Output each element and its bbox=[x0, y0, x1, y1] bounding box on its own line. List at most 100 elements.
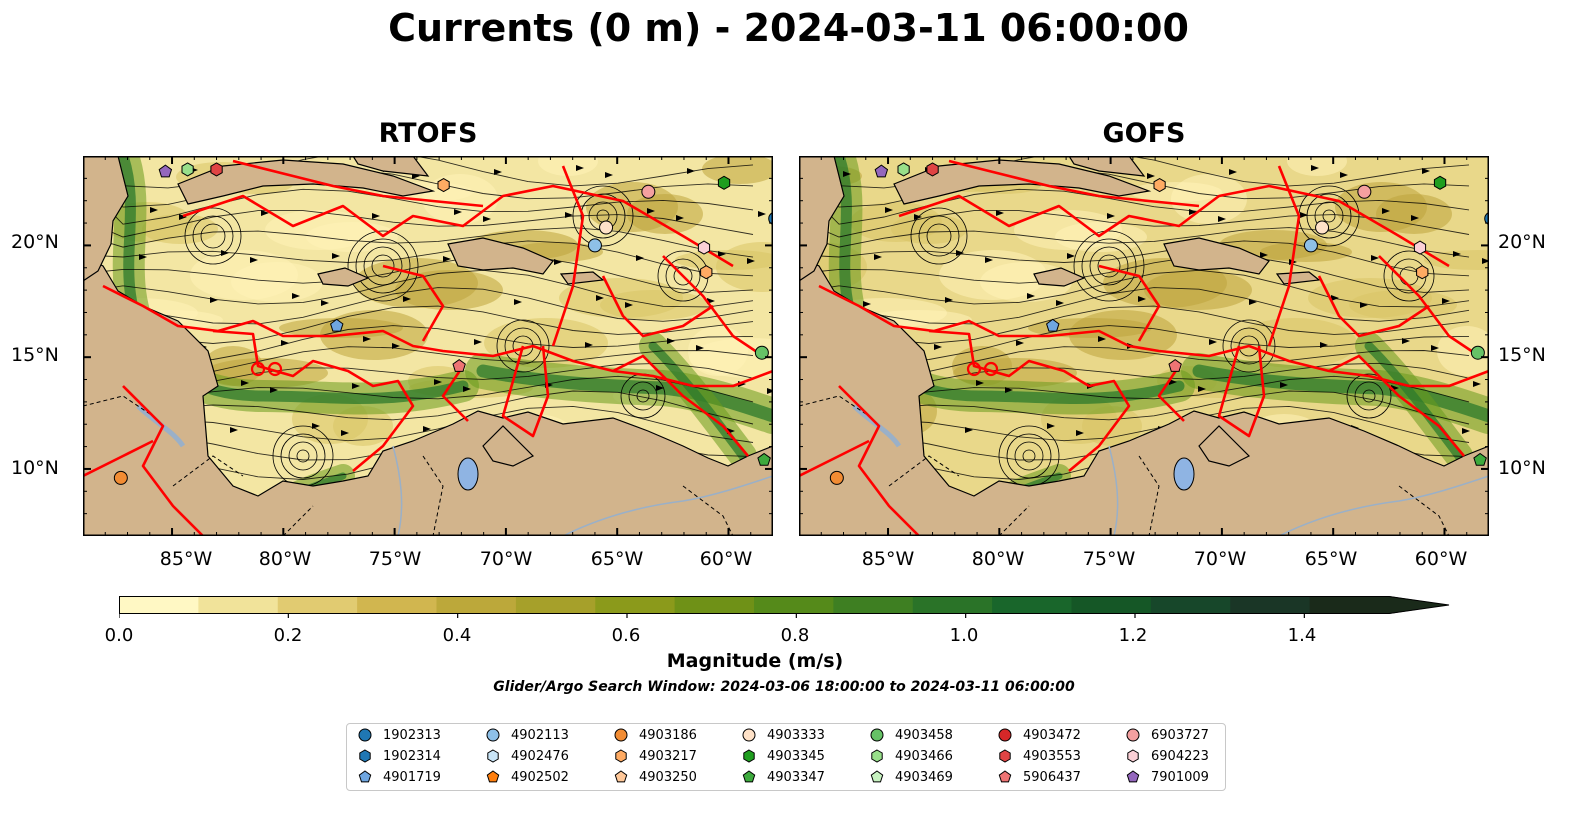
float-marker-4903553 bbox=[926, 162, 939, 177]
streamline bbox=[87, 255, 754, 293]
landmass bbox=[317, 267, 370, 287]
eddy-streamline bbox=[1097, 254, 1121, 278]
flow-arrow bbox=[1147, 173, 1155, 179]
flow-arrow bbox=[1422, 168, 1430, 174]
legend-marker-5906437 bbox=[998, 770, 1012, 783]
landmass bbox=[1068, 156, 1146, 177]
legend-label: 4902113 bbox=[511, 727, 569, 743]
flow-arrow bbox=[1076, 430, 1084, 436]
flow-arrow bbox=[1169, 379, 1177, 385]
flow-arrow bbox=[270, 387, 278, 393]
flow-arrow bbox=[1067, 253, 1075, 259]
eddy-streamline bbox=[636, 389, 650, 403]
legend-marker-icon bbox=[998, 770, 1012, 783]
eez-boundary bbox=[838, 385, 920, 536]
legend-marker-icon bbox=[998, 728, 1012, 742]
float-marker-7901009 bbox=[158, 164, 173, 178]
eez-boundary bbox=[102, 284, 773, 388]
flow-arrow bbox=[718, 251, 726, 257]
legend-marker-4903347 bbox=[742, 770, 756, 783]
flow-arrow bbox=[261, 210, 269, 216]
float-marker-4903333 bbox=[599, 220, 614, 235]
flow-arrow bbox=[403, 296, 411, 302]
map-frame bbox=[799, 156, 1489, 536]
eez-boundary bbox=[232, 159, 484, 208]
eddy-streamline bbox=[1362, 389, 1376, 403]
float-marker-6904223 bbox=[1413, 240, 1427, 255]
lon-tick-label: 80°W bbox=[971, 548, 1025, 570]
legend-entry: 5906437 bbox=[997, 768, 1081, 786]
legend-marker-icon bbox=[358, 728, 372, 742]
speed-patch bbox=[688, 326, 748, 376]
river bbox=[562, 475, 773, 536]
legend-label: 6904223 bbox=[1151, 748, 1209, 764]
speed-patch bbox=[354, 258, 478, 308]
eez-boundary bbox=[928, 329, 1131, 472]
eddy-streamline bbox=[1230, 327, 1268, 365]
flow-arrow bbox=[321, 300, 329, 306]
legend-entry: 4903472 bbox=[997, 726, 1081, 744]
panel-title-gofs: GOFS bbox=[1102, 118, 1186, 149]
legend-marker-4903186 bbox=[614, 728, 628, 742]
flow-arrow bbox=[250, 257, 258, 263]
legend-marker-icon bbox=[742, 728, 756, 742]
legend-label: 4903250 bbox=[639, 769, 697, 785]
legend-marker-icon bbox=[614, 728, 628, 742]
flow-arrow bbox=[1320, 342, 1328, 348]
float-marker-7901009 bbox=[874, 164, 889, 178]
map-panel-rtofs bbox=[83, 156, 773, 536]
panel-title-rtofs: RTOFS bbox=[378, 118, 478, 149]
legend-marker-4903553 bbox=[999, 749, 1011, 763]
eez-boundary bbox=[182, 184, 734, 268]
flow-arrow bbox=[1300, 212, 1308, 218]
float-marker-4903186 bbox=[829, 470, 844, 485]
flow-arrow bbox=[443, 256, 451, 262]
speed-patch bbox=[1308, 278, 1432, 318]
flow-arrow bbox=[914, 214, 922, 220]
eez-boundary bbox=[799, 439, 870, 478]
country-border bbox=[799, 395, 870, 417]
flow-arrow bbox=[554, 259, 562, 265]
legend-label: 4903217 bbox=[639, 748, 697, 764]
legend-label: 4903553 bbox=[1023, 748, 1081, 764]
colorbar-tick-label: 0.4 bbox=[442, 625, 472, 646]
eddy-streamline bbox=[1089, 246, 1129, 286]
flow-arrow bbox=[494, 169, 502, 175]
legend-marker-icon bbox=[742, 770, 756, 783]
flow-arrow bbox=[874, 254, 882, 260]
float-marker-4903347 bbox=[1473, 452, 1487, 466]
legend-label: 4903458 bbox=[895, 727, 953, 743]
flow-arrow bbox=[1107, 213, 1115, 219]
flow-arrow bbox=[139, 254, 147, 260]
flow-arrow bbox=[667, 338, 675, 344]
country-border bbox=[282, 505, 314, 536]
eddy-streamline bbox=[1022, 449, 1036, 463]
lon-tick-label: 65°W bbox=[590, 548, 644, 570]
flow-arrow bbox=[150, 207, 158, 213]
float-marker-5906437 bbox=[1168, 358, 1182, 372]
legend-entry: 4902502 bbox=[485, 768, 569, 786]
flow-arrow bbox=[230, 427, 238, 433]
legend-label: 1902313 bbox=[383, 727, 441, 743]
legend-entry: 4903469 bbox=[869, 768, 953, 786]
eez-boundary bbox=[818, 284, 1489, 388]
streamline bbox=[803, 210, 1470, 238]
float-marker-4903217 bbox=[700, 265, 713, 280]
speed-patch bbox=[1028, 318, 1152, 338]
landmass bbox=[83, 156, 129, 282]
colorbar-segment bbox=[754, 596, 834, 614]
flow-arrow bbox=[863, 301, 871, 307]
eez-boundary bbox=[898, 184, 1450, 268]
legend-marker-icon bbox=[871, 749, 883, 763]
flow-arrow bbox=[312, 423, 320, 429]
eddy-streamline bbox=[296, 449, 310, 463]
flow-arrow bbox=[1138, 296, 1146, 302]
flow-arrow bbox=[1260, 252, 1268, 258]
legend-marker-4903333 bbox=[742, 728, 756, 742]
legend-entry: 1902313 bbox=[357, 726, 441, 744]
streamline bbox=[819, 287, 1470, 325]
flow-arrow bbox=[945, 297, 953, 303]
country-border bbox=[83, 395, 154, 417]
river bbox=[1108, 445, 1119, 536]
flow-arrow bbox=[1005, 387, 1013, 393]
